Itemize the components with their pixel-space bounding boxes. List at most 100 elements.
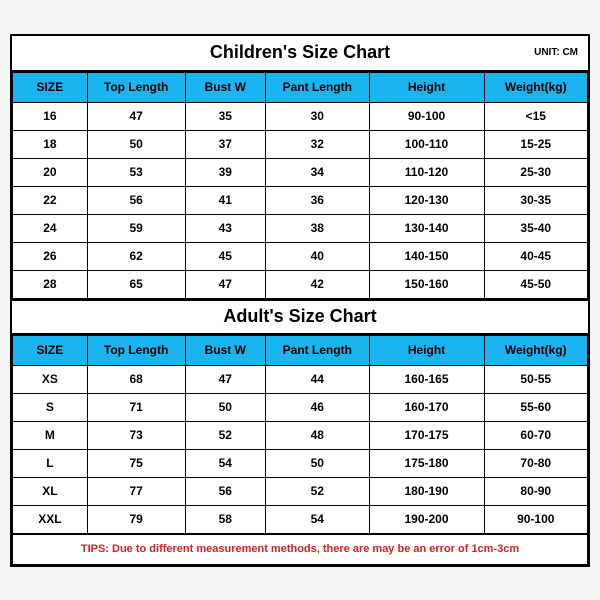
- table-cell: 16: [13, 102, 88, 130]
- table-cell: XS: [13, 365, 88, 393]
- table-cell: 44: [266, 365, 370, 393]
- table-cell: 56: [87, 186, 185, 214]
- table-cell: XXL: [13, 505, 88, 533]
- table-cell: 20: [13, 158, 88, 186]
- table-cell: 170-175: [369, 421, 484, 449]
- table-cell: 26: [13, 242, 88, 270]
- table-cell: 160-170: [369, 393, 484, 421]
- table-cell: 190-200: [369, 505, 484, 533]
- table-cell: S: [13, 393, 88, 421]
- table-cell: 54: [185, 449, 266, 477]
- table-cell: 79: [87, 505, 185, 533]
- col-weight: Weight(kg): [484, 335, 588, 365]
- children-header-row: SIZE Top Length Bust W Pant Length Heigh…: [13, 72, 588, 102]
- table-cell: 175-180: [369, 449, 484, 477]
- table-cell: 68: [87, 365, 185, 393]
- table-cell: 52: [185, 421, 266, 449]
- table-cell: 60-70: [484, 421, 588, 449]
- table-cell: 90-100: [484, 505, 588, 533]
- col-pant: Pant Length: [266, 72, 370, 102]
- table-cell: M: [13, 421, 88, 449]
- col-top: Top Length: [87, 72, 185, 102]
- table-row: XS684744160-16550-55: [13, 365, 588, 393]
- col-bust: Bust W: [185, 72, 266, 102]
- col-size: SIZE: [13, 335, 88, 365]
- table-row: XL775652180-19080-90: [13, 477, 588, 505]
- table-cell: 50: [87, 130, 185, 158]
- tips-row: TIPS: Due to different measurement metho…: [13, 534, 588, 564]
- children-table: SIZE Top Length Bust W Pant Length Heigh…: [12, 72, 588, 299]
- table-cell: 35-40: [484, 214, 588, 242]
- table-cell: 45: [185, 242, 266, 270]
- table-cell: 41: [185, 186, 266, 214]
- tips-text: TIPS: Due to different measurement metho…: [13, 534, 588, 564]
- table-row: S715046160-17055-60: [13, 393, 588, 421]
- table-cell: 90-100: [369, 102, 484, 130]
- table-cell: 50: [266, 449, 370, 477]
- table-cell: 46: [266, 393, 370, 421]
- table-cell: 75: [87, 449, 185, 477]
- col-pant: Pant Length: [266, 335, 370, 365]
- table-cell: XL: [13, 477, 88, 505]
- col-bust: Bust W: [185, 335, 266, 365]
- table-cell: 24: [13, 214, 88, 242]
- children-title-row: Children's Size Chart UNIT: CM: [12, 36, 588, 72]
- table-cell: 58: [185, 505, 266, 533]
- table-cell: 42: [266, 270, 370, 298]
- adult-header-row: SIZE Top Length Bust W Pant Length Heigh…: [13, 335, 588, 365]
- table-cell: 32: [266, 130, 370, 158]
- table-row: 18503732100-11015-25: [13, 130, 588, 158]
- table-cell: L: [13, 449, 88, 477]
- col-size: SIZE: [13, 72, 88, 102]
- table-row: 24594338130-14035-40: [13, 214, 588, 242]
- table-cell: 150-160: [369, 270, 484, 298]
- table-cell: 15-25: [484, 130, 588, 158]
- col-height: Height: [369, 72, 484, 102]
- table-cell: 50-55: [484, 365, 588, 393]
- table-cell: 40-45: [484, 242, 588, 270]
- tips-table: TIPS: Due to different measurement metho…: [12, 534, 588, 565]
- table-cell: 37: [185, 130, 266, 158]
- size-chart-container: Children's Size Chart UNIT: CM SIZE Top …: [10, 34, 590, 567]
- table-cell: 71: [87, 393, 185, 421]
- table-cell: 34: [266, 158, 370, 186]
- table-cell: 30: [266, 102, 370, 130]
- table-cell: 36: [266, 186, 370, 214]
- table-cell: 48: [266, 421, 370, 449]
- adult-title-row: Adult's Size Chart: [12, 299, 588, 335]
- table-cell: 160-165: [369, 365, 484, 393]
- table-cell: 39: [185, 158, 266, 186]
- table-row: L755450175-18070-80: [13, 449, 588, 477]
- table-cell: 47: [185, 270, 266, 298]
- table-cell: 40: [266, 242, 370, 270]
- table-cell: 53: [87, 158, 185, 186]
- table-cell: 140-150: [369, 242, 484, 270]
- table-cell: 30-35: [484, 186, 588, 214]
- adult-table: SIZE Top Length Bust W Pant Length Heigh…: [12, 335, 588, 534]
- col-weight: Weight(kg): [484, 72, 588, 102]
- table-row: M735248170-17560-70: [13, 421, 588, 449]
- table-cell: 50: [185, 393, 266, 421]
- table-row: 22564136120-13030-35: [13, 186, 588, 214]
- unit-label: UNIT: CM: [534, 47, 578, 58]
- table-cell: 35: [185, 102, 266, 130]
- table-cell: 25-30: [484, 158, 588, 186]
- col-height: Height: [369, 335, 484, 365]
- table-row: 28654742150-16045-50: [13, 270, 588, 298]
- table-cell: 180-190: [369, 477, 484, 505]
- table-cell: 54: [266, 505, 370, 533]
- table-cell: 110-120: [369, 158, 484, 186]
- table-cell: 38: [266, 214, 370, 242]
- table-cell: <15: [484, 102, 588, 130]
- table-cell: 130-140: [369, 214, 484, 242]
- table-cell: 55-60: [484, 393, 588, 421]
- table-cell: 100-110: [369, 130, 484, 158]
- adult-title: Adult's Size Chart: [223, 306, 376, 327]
- table-cell: 45-50: [484, 270, 588, 298]
- table-cell: 43: [185, 214, 266, 242]
- table-cell: 120-130: [369, 186, 484, 214]
- table-row: 26624540140-15040-45: [13, 242, 588, 270]
- table-cell: 80-90: [484, 477, 588, 505]
- table-cell: 56: [185, 477, 266, 505]
- col-top: Top Length: [87, 335, 185, 365]
